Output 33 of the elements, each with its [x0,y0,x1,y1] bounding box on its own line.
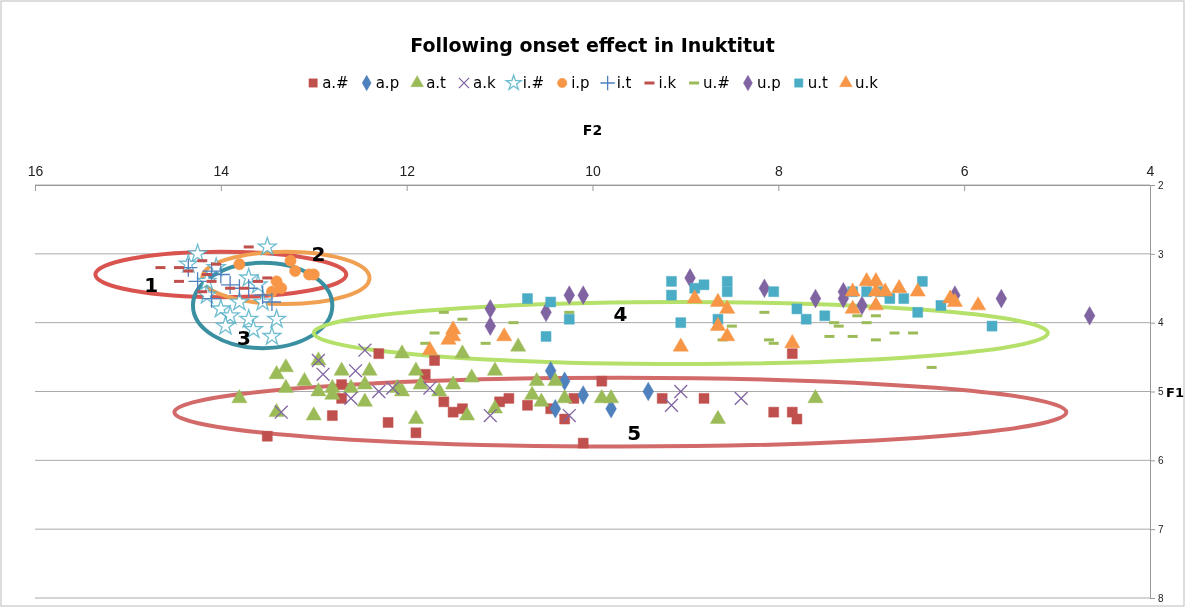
x-tick-label: 16 [27,163,44,180]
y-tick-label: 7 [1158,523,1164,535]
y-tick-label: 4 [1158,317,1164,329]
y-axis-title: F1 [1166,384,1184,400]
y-tick-label: 8 [1158,592,1164,604]
legend-label: a.t [426,74,447,93]
y-tick-label: 6 [1158,455,1164,467]
annotation: 2 [311,241,326,266]
x-tick-label: 8 [774,163,783,180]
chart-title: Following onset effect in Inuktitut [410,34,775,56]
legend-label: u.k [854,74,879,93]
x-tick-label: 14 [213,163,230,180]
legend-label: u.t [807,74,829,93]
legend-label: i.k [658,74,677,93]
legend-label: a.k [473,74,496,93]
legend-label: i.t [616,74,632,93]
legend-label: a.# [322,74,349,93]
annotation: 4 [613,302,628,327]
x-axis-title: F2 [582,122,603,138]
legend-label: a.p [375,74,400,93]
legend-label: u.# [703,74,730,93]
y-tick-label: 3 [1158,248,1164,260]
annotation: 1 [144,272,159,297]
legend-label: u.p [756,74,781,93]
annotation: 5 [627,420,642,445]
y-tick-label: 2 [1158,179,1164,191]
legend-label: i.# [522,74,545,93]
y-tick-label: 5 [1158,386,1164,398]
annotation: 3 [237,325,252,350]
x-tick-label: 10 [585,163,601,180]
x-tick-label: 6 [960,163,969,180]
x-tick-label: 12 [399,163,416,180]
legend-label: i.p [571,74,590,93]
